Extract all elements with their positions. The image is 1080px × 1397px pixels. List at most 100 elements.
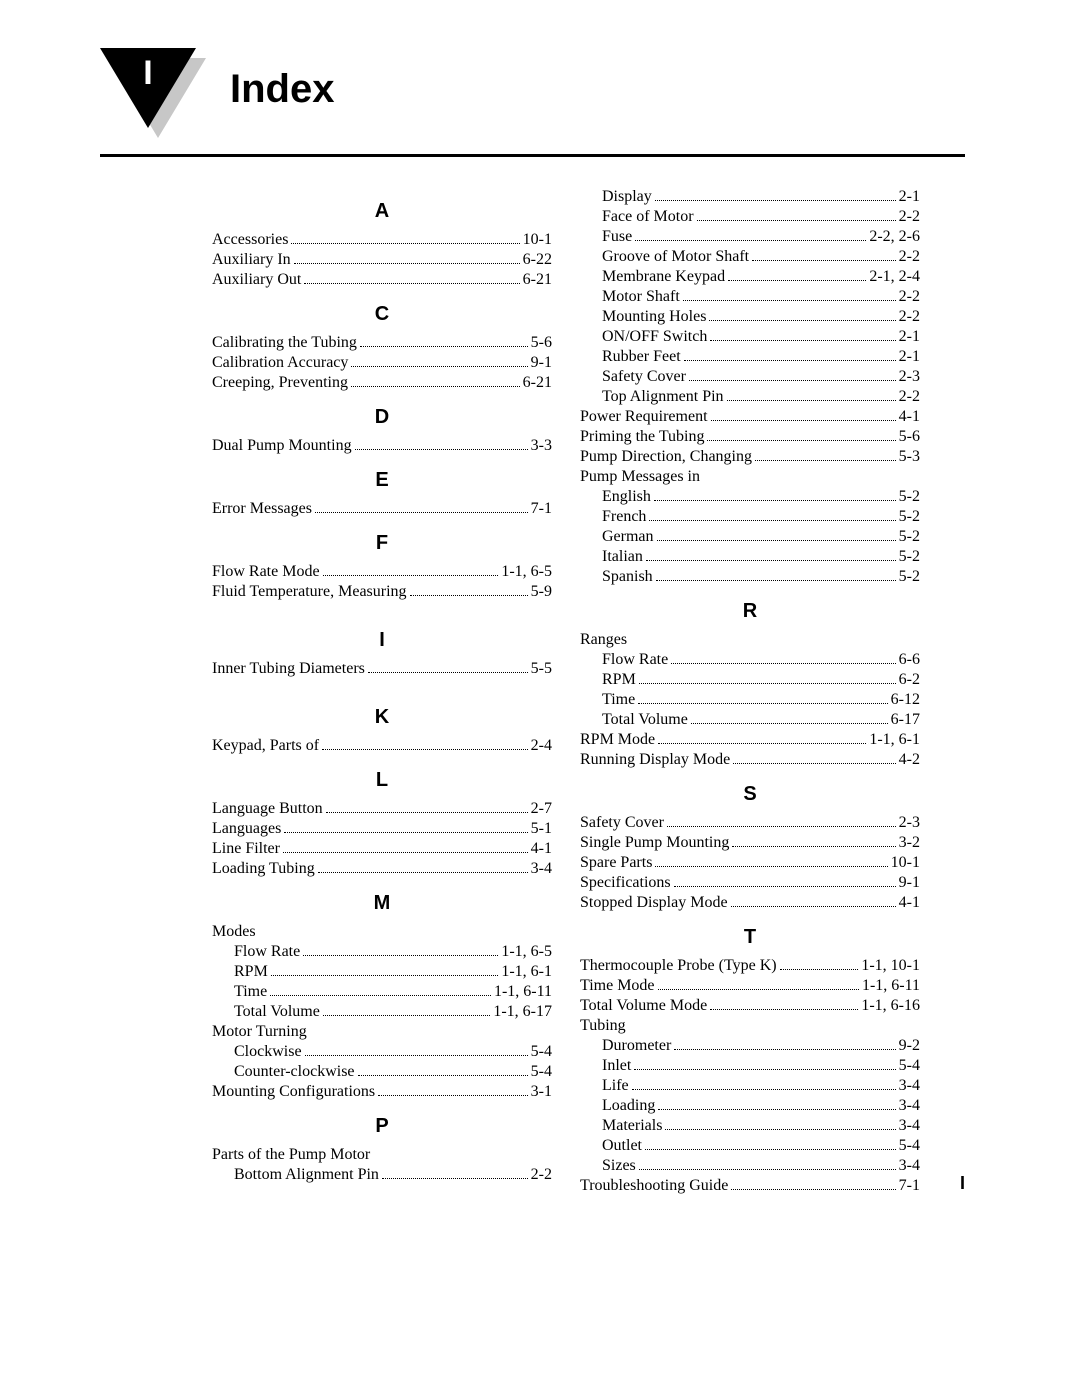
index-entry: Groove of Motor Shaft2-2 — [580, 247, 920, 267]
index-entry: RPM1-1, 6-1 — [212, 962, 552, 982]
index-entry-label: Running Display Mode — [580, 750, 730, 770]
index-entry-label: French — [602, 507, 646, 527]
index-entry-page: 10-1 — [523, 230, 552, 250]
index-entry-page: 1-1, 6-17 — [493, 1002, 552, 1022]
index-entry-label: Pump Direction, Changing — [580, 447, 752, 467]
index-section-letter: F — [212, 531, 552, 556]
index-entry-label: Loading — [602, 1096, 655, 1116]
leader-dots — [665, 1129, 895, 1130]
index-entry-page: 1-1, 6-16 — [861, 996, 920, 1016]
index-entry-label: Languages — [212, 819, 281, 839]
leader-dots — [294, 263, 520, 264]
index-entry: Line Filter4-1 — [212, 839, 552, 859]
index-entry: Time1-1, 6-11 — [212, 982, 552, 1002]
index-entry-label: English — [602, 487, 651, 507]
index-entry-page: 1-1, 6-5 — [501, 942, 552, 962]
index-entry: Safety Cover2-3 — [580, 813, 920, 833]
index-heading-label: Pump Messages in — [580, 467, 700, 487]
index-entry: Languages5-1 — [212, 819, 552, 839]
index-entry-label: Mounting Configurations — [212, 1082, 375, 1102]
leader-dots — [658, 743, 866, 744]
index-entry-label: Loading Tubing — [212, 859, 315, 879]
leader-dots — [728, 280, 866, 281]
index-entry: Running Display Mode4-2 — [580, 750, 920, 770]
leader-dots — [322, 749, 528, 750]
index-entry: Bottom Alignment Pin2-2 — [212, 1165, 552, 1185]
index-entry-page: 6-2 — [899, 670, 920, 690]
index-entry-label: Total Volume — [602, 710, 688, 730]
leader-dots — [304, 283, 519, 284]
index-entry-label: Outlet — [602, 1136, 642, 1156]
index-entry-label: Auxiliary Out — [212, 270, 301, 290]
leader-dots — [649, 520, 895, 521]
index-entry: Motor Shaft2-2 — [580, 287, 920, 307]
index-entry: Fluid Temperature, Measuring5-9 — [212, 582, 552, 602]
leader-dots — [283, 852, 528, 853]
index-entry-page: 5-4 — [899, 1136, 920, 1156]
index-entry: Inner Tubing Diameters5-5 — [212, 659, 552, 679]
index-entry-label: Time — [234, 982, 267, 1002]
index-entry-label: Top Alignment Pin — [602, 387, 724, 407]
page-title: Index — [230, 67, 334, 112]
leader-dots — [646, 560, 896, 561]
leader-dots — [639, 683, 896, 684]
index-section-letter: C — [212, 302, 552, 327]
leader-dots — [291, 243, 519, 244]
index-heading: Motor Turning — [212, 1022, 552, 1042]
index-entry-label: Counter-clockwise — [234, 1062, 355, 1082]
index-entry-page: 5-5 — [531, 659, 552, 679]
index-entry-page: 6-17 — [891, 710, 920, 730]
index-section-letter: I — [212, 628, 552, 653]
page-number: I — [960, 1173, 965, 1194]
index-entry-page: 5-6 — [899, 427, 920, 447]
leader-dots — [360, 346, 528, 347]
leader-dots — [732, 846, 895, 847]
index-entry-label: Durometer — [602, 1036, 671, 1056]
leader-dots — [658, 1109, 895, 1110]
index-entry: Fuse2-2, 2-6 — [580, 227, 920, 247]
leader-dots — [638, 703, 887, 704]
index-entry: Durometer 9-2 — [580, 1036, 920, 1056]
index-entry-page: 3-4 — [899, 1096, 920, 1116]
leader-dots — [368, 672, 528, 673]
index-entry-page: 5-3 — [899, 447, 920, 467]
index-entry-label: Life — [602, 1076, 629, 1096]
index-section-letter: L — [212, 768, 552, 793]
index-entry-page: 2-1, 2-4 — [869, 267, 920, 287]
index-entry: Creeping, Preventing6-21 — [212, 373, 552, 393]
badge-letter: I — [100, 54, 196, 93]
index-entry: RPM6-2 — [580, 670, 920, 690]
index-entry-page: 7-1 — [531, 499, 552, 519]
leader-dots — [654, 500, 896, 501]
index-entry: Membrane Keypad2-1, 2-4 — [580, 267, 920, 287]
index-section-letter: A — [212, 199, 552, 224]
leader-dots — [697, 220, 896, 221]
index-entry: Error Messages7-1 — [212, 499, 552, 519]
leader-dots — [711, 420, 896, 421]
index-entry-label: Single Pump Mounting — [580, 833, 729, 853]
leader-dots — [410, 595, 528, 596]
index-entry-page: 3-4 — [899, 1156, 920, 1176]
leader-dots — [658, 989, 859, 990]
index-heading: Modes — [212, 922, 552, 942]
index-heading: Tubing — [580, 1016, 920, 1036]
leader-dots — [358, 1075, 528, 1076]
leader-dots — [710, 1009, 858, 1010]
index-entry-page: 9-2 — [899, 1036, 920, 1056]
index-entry-page: 3-4 — [899, 1076, 920, 1096]
index-entry: Counter-clockwise5-4 — [212, 1062, 552, 1082]
index-entry: Calibrating the Tubing5-6 — [212, 333, 552, 353]
index-entry-label: Total Volume — [234, 1002, 320, 1022]
index-entry-page: 2-2 — [899, 207, 920, 227]
index-entry-page: 3-4 — [899, 1116, 920, 1136]
index-entry: RPM Mode1-1, 6-1 — [580, 730, 920, 750]
index-entry: Spanish5-2 — [580, 567, 920, 587]
index-entry-label: Mounting Holes — [602, 307, 706, 327]
leader-dots — [315, 512, 528, 513]
leader-dots — [709, 320, 895, 321]
index-entry: Single Pump Mounting3-2 — [580, 833, 920, 853]
index-section-letter: M — [212, 891, 552, 916]
index-entry-page: 2-2 — [899, 387, 920, 407]
leader-dots — [656, 580, 896, 581]
index-entry-label: Italian — [602, 547, 643, 567]
